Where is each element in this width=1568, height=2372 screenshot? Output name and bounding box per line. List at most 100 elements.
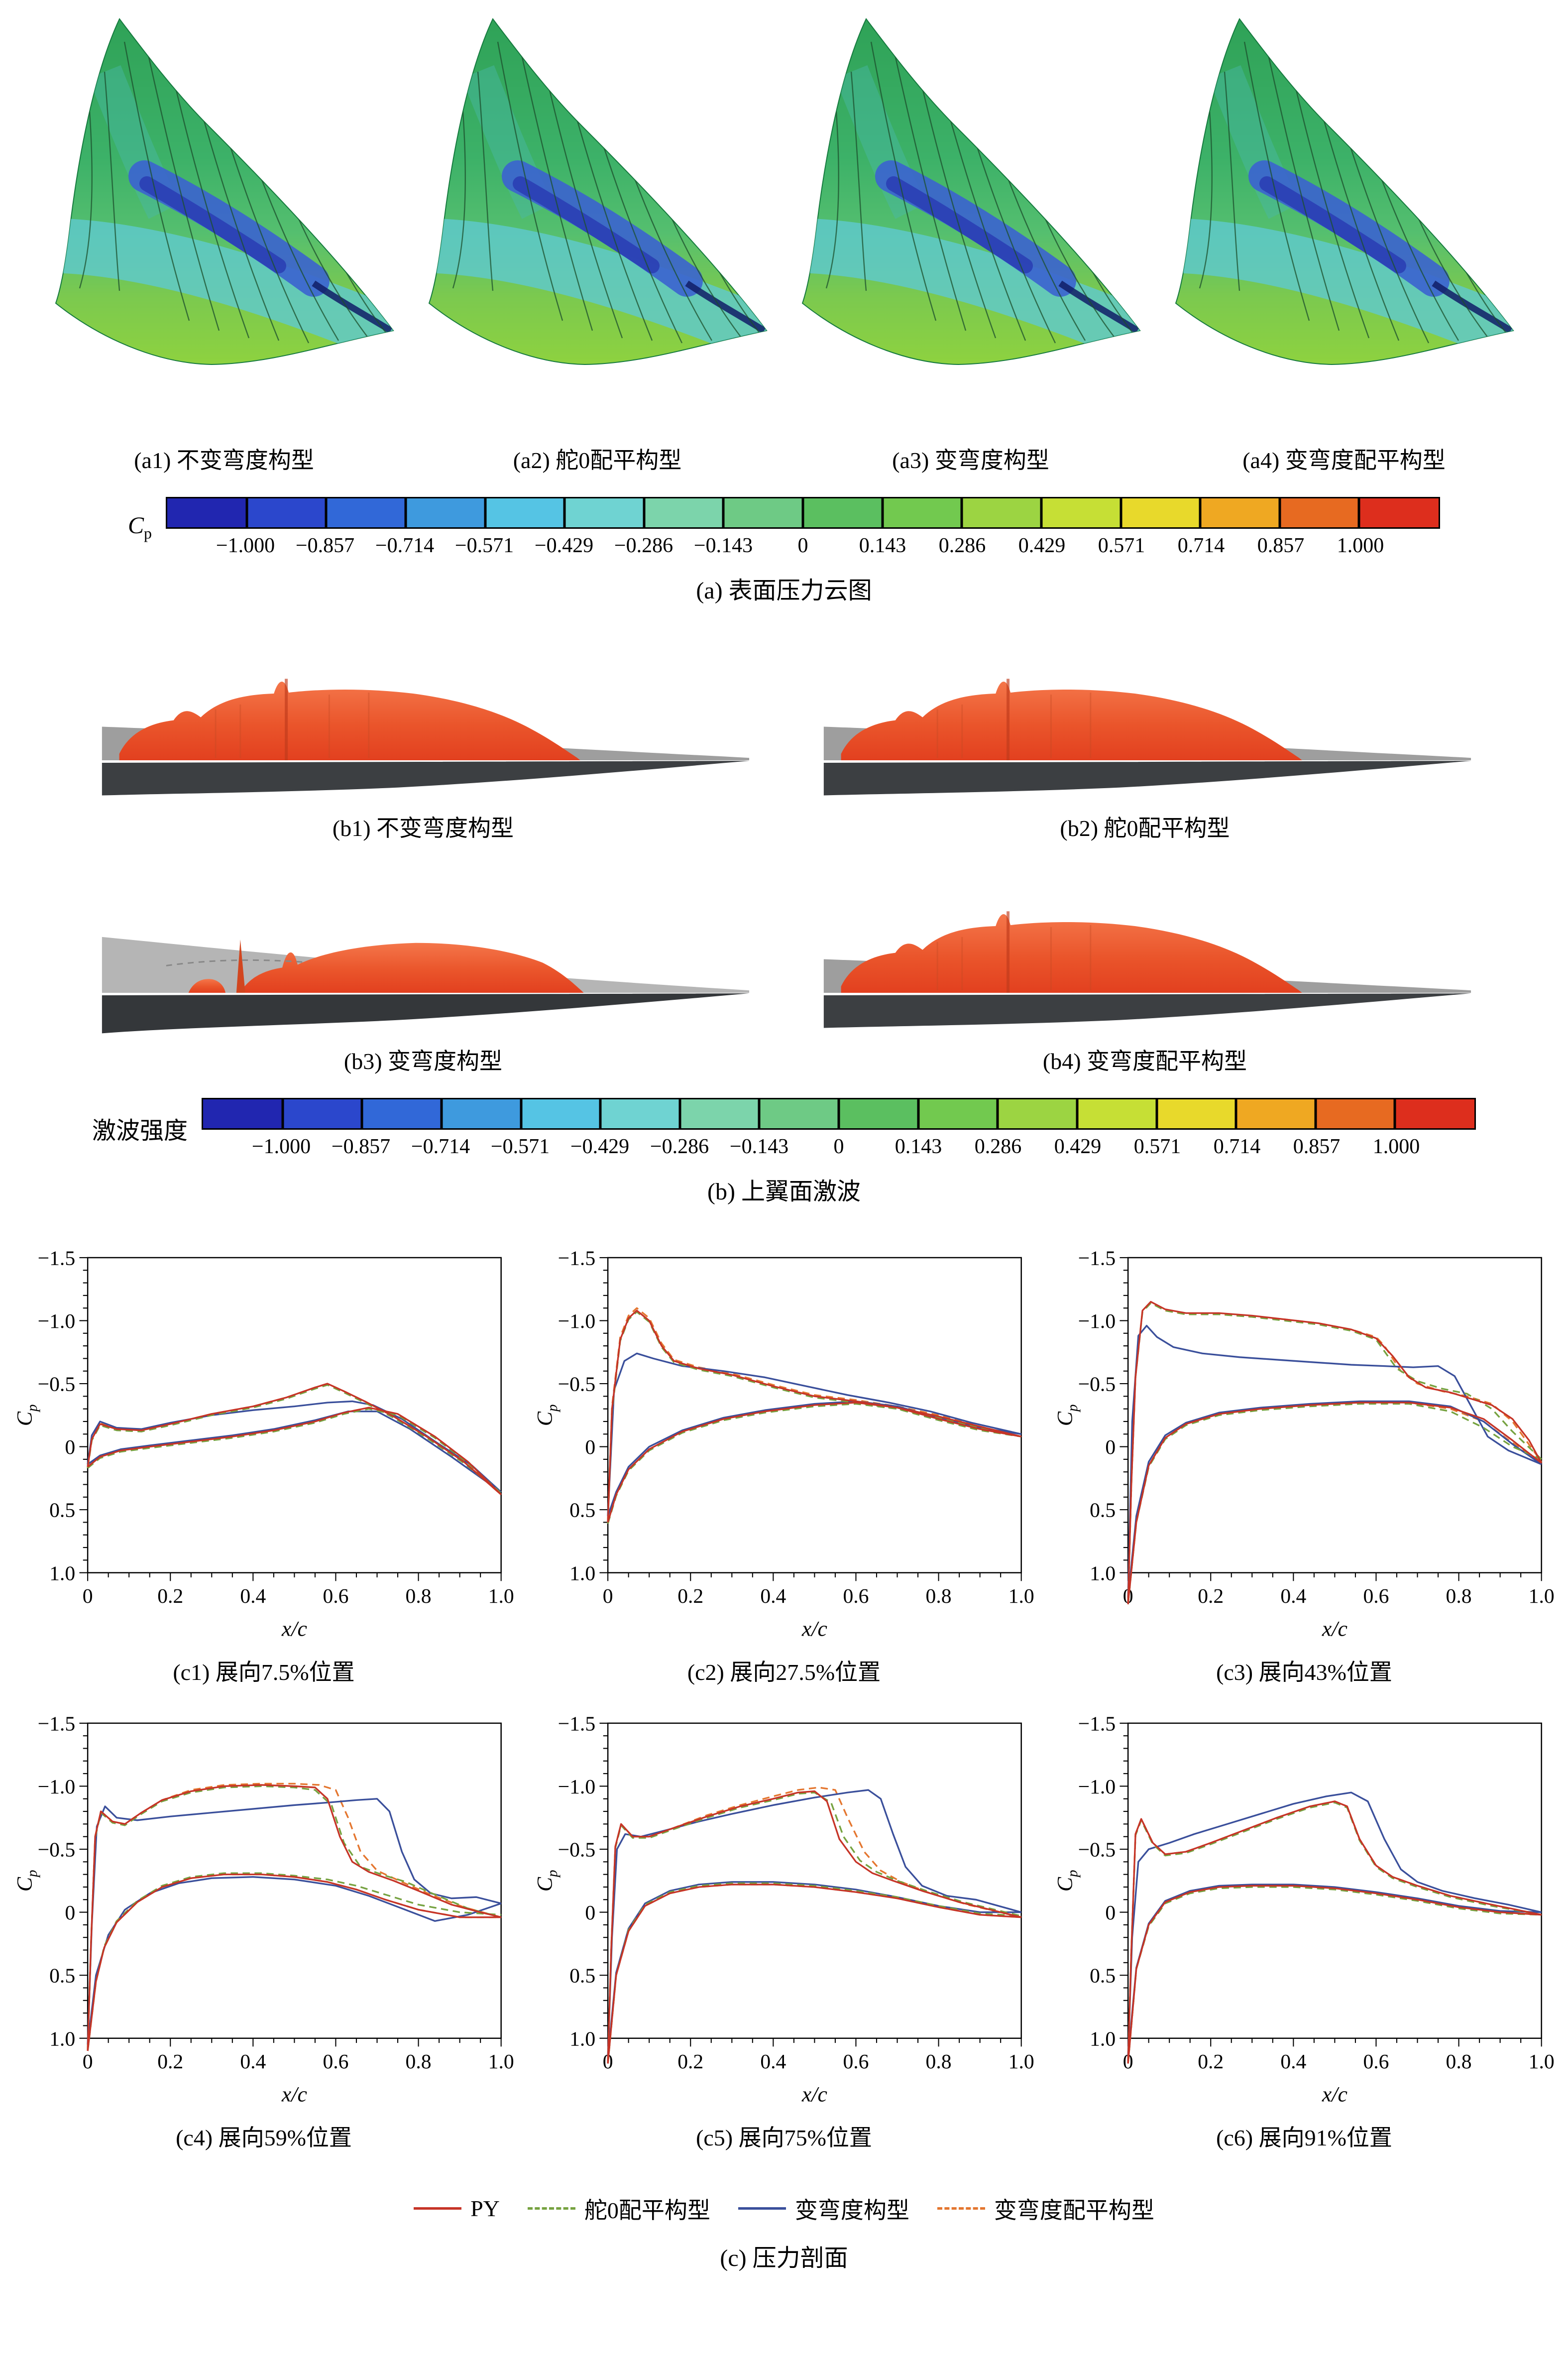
svg-text:0.4: 0.4 [1280, 2050, 1306, 2073]
colorbar-divider [245, 498, 248, 527]
colorbar-shock: 激波强度 −1.000 −0.857 −0.714 −0.571 −0.429 −0.28… [0, 1097, 1568, 1159]
colorbar-tick-label: −0.429 [534, 534, 594, 557]
series-舵0配平构型-lower [607, 1403, 1021, 1524]
svg-text:−1.0: −1.0 [558, 1310, 596, 1333]
chart-caption-c4: (c4) 展向59%位置 [176, 2125, 352, 2150]
colorbar-divider [1314, 1099, 1317, 1128]
colorbar-segment [1279, 498, 1359, 527]
svg-text:x/c: x/c [1322, 2082, 1347, 2106]
chart-fig-c3: 0 0.2 0.4 0.6 0.8 1.0 −1.5 −1.0 −0.5 0 0.5 1.0 x/c Cp… [1050, 1246, 1558, 1687]
series-变弯度配平构型-upper [1127, 1302, 1543, 1604]
colorbar-segment [1200, 498, 1280, 527]
svg-text:−0.5: −0.5 [38, 1373, 76, 1396]
series-舵0配平构型-lower [87, 1408, 502, 1494]
chart-fig-c4: 0 0.2 0.4 0.6 0.8 1.0 −1.5 −1.0 −0.5 0 0.5 1.0 x/c Cp… [10, 1712, 518, 2152]
series-PY-lower [1127, 1401, 1542, 1604]
svg-text:Cp: Cp [533, 1870, 560, 1892]
svg-text:Cp: Cp [13, 1870, 40, 1892]
svg-text:0: 0 [83, 1585, 93, 1608]
colorbar-segment [918, 1099, 998, 1128]
cp-chart-c3: 0 0.2 0.4 0.6 0.8 1.0−1.5−1.0−0.500.51.0x/cCp [1053, 1247, 1555, 1641]
series-舵0配平构型-upper [1127, 1302, 1542, 1604]
svg-text:−1.0: −1.0 [1078, 1310, 1116, 1333]
chart-caption-c3: (c3) 展向43%位置 [1216, 1659, 1392, 1685]
colorbar-tick-label: −1.000 [251, 1135, 311, 1158]
chart-legend: PY 舵0配平构型 变弯度构型 变弯度配平构型 [0, 2192, 1568, 2225]
svg-text:1.0: 1.0 [569, 2027, 595, 2050]
colorbar-tick-label: 1.000 [1372, 1135, 1420, 1158]
panel-a-row: (a1) 不变弯度构型 (a2) 舵0配平构型 (a3) 变弯度构型 (a4) … [0, 0, 1568, 475]
series-变弯度构型-lower [87, 1410, 502, 1493]
series-变弯度构型-lower [1127, 1400, 1542, 1598]
svg-text:1.0: 1.0 [1090, 2027, 1116, 2050]
colorbar-segment [485, 498, 565, 527]
colorbar-tick-label: −0.286 [614, 534, 673, 557]
colorbar-segment [167, 498, 247, 527]
colorbar-divider [722, 498, 725, 527]
svg-text:0.2: 0.2 [1198, 2050, 1224, 2073]
svg-text:1.0: 1.0 [1008, 2050, 1034, 2073]
svg-text:0: 0 [603, 1585, 613, 1608]
colorbar-divider [1357, 498, 1360, 527]
colorbar-divider [1393, 1099, 1396, 1128]
legend-item-舵0配平构型: 舵0配平构型 [527, 2192, 710, 2225]
svg-text:−1.5: −1.5 [558, 1247, 596, 1270]
shock-fig-b2: (b2) 舵0配平构型 [814, 630, 1476, 843]
svg-text:−0.5: −0.5 [558, 1838, 596, 1861]
legend-line-sample [937, 2207, 985, 2210]
svg-text:0.8: 0.8 [1446, 1585, 1472, 1608]
series-舵0配平构型-lower [1127, 1886, 1542, 2064]
svg-text:1.0: 1.0 [1529, 2050, 1555, 2073]
chart-fig-c6: 0 0.2 0.4 0.6 0.8 1.0 −1.5 −1.0 −0.5 0 0.5 1.0 x/c Cp… [1050, 1712, 1558, 2152]
svg-text:0.8: 0.8 [926, 1585, 952, 1608]
svg-text:1.0: 1.0 [49, 1562, 75, 1585]
colorbar-tick-label: −0.857 [295, 534, 355, 557]
svg-text:0.4: 0.4 [240, 1585, 266, 1608]
svg-text:1.0: 1.0 [488, 1585, 514, 1608]
colorbar-tick-label: 0.143 [859, 534, 906, 557]
svg-text:x/c: x/c [1322, 1617, 1347, 1641]
cp-chart-c1: 0 0.2 0.4 0.6 0.8 1.0 −1.5 −1.0 −0.5 0 0.5 1.0 x/c Cp [13, 1247, 514, 1641]
legend-line-sample [738, 2207, 786, 2210]
series-舵0配平构型-upper [1127, 1801, 1542, 2063]
wing-label-a4: (a4) 变弯度配平构型 [1242, 448, 1446, 473]
colorbar-tick-label: 0 [797, 534, 808, 557]
svg-text:0.2: 0.2 [157, 2050, 183, 2073]
svg-text:0.8: 0.8 [926, 2050, 952, 2073]
wing-contour-image-a3 [791, 12, 1150, 440]
series-变弯度构型-upper [1127, 1324, 1542, 1598]
legend-line-sample [414, 2207, 462, 2210]
colorbar-segment [564, 498, 644, 527]
shock-image-b2 [823, 678, 1472, 796]
series-PY-upper [1127, 1800, 1542, 2063]
series-变弯度配平构型-upper [87, 1782, 502, 2051]
svg-text:0.5: 0.5 [1090, 1964, 1116, 1987]
series-变弯度配平构型-lower [1127, 1885, 1542, 2064]
series-变弯度构型-upper [1127, 1791, 1542, 2057]
svg-text:0.6: 0.6 [1363, 1585, 1389, 1608]
series-变弯度配平构型-lower [87, 1407, 502, 1495]
panel-c-row-1: 0 0.2 0.4 0.6 0.8 1.0 −1.5 −1.0 −0.5 0 0.5 1.0 x/c Cp… [0, 1246, 1568, 1687]
series-舵0配平构型-upper [607, 1310, 1022, 1524]
svg-text:0.2: 0.2 [677, 2050, 703, 2073]
svg-text:0.4: 0.4 [760, 1585, 786, 1608]
colorbar-tick-label: 0.857 [1257, 534, 1305, 557]
series-变弯度构型-lower [607, 1881, 1021, 2057]
colorbar-segment [723, 498, 803, 527]
shock-fig-b4: (b4) 变弯度配平构型 [814, 863, 1476, 1075]
svg-text:0.4: 0.4 [240, 2050, 266, 2073]
colorbar-segment [839, 1099, 918, 1128]
colorbar-tick-label: −0.429 [570, 1135, 630, 1158]
colorbar-divider [917, 1099, 920, 1128]
colorbar-segment [203, 1099, 283, 1128]
svg-text:0.2: 0.2 [677, 1585, 703, 1608]
svg-text:0.8: 0.8 [406, 2050, 432, 2073]
shock-image-b3 [101, 936, 750, 1035]
colorbar-tick-label: 0.143 [895, 1135, 942, 1158]
series-PY-upper [607, 1309, 1022, 1523]
colorbar-tick-label: −0.143 [693, 534, 753, 557]
svg-text:Cp: Cp [1053, 1870, 1081, 1892]
colorbar-divider [1120, 498, 1122, 527]
series-变弯度构型-upper [87, 1797, 502, 2045]
colorbar-divider [837, 1099, 840, 1128]
